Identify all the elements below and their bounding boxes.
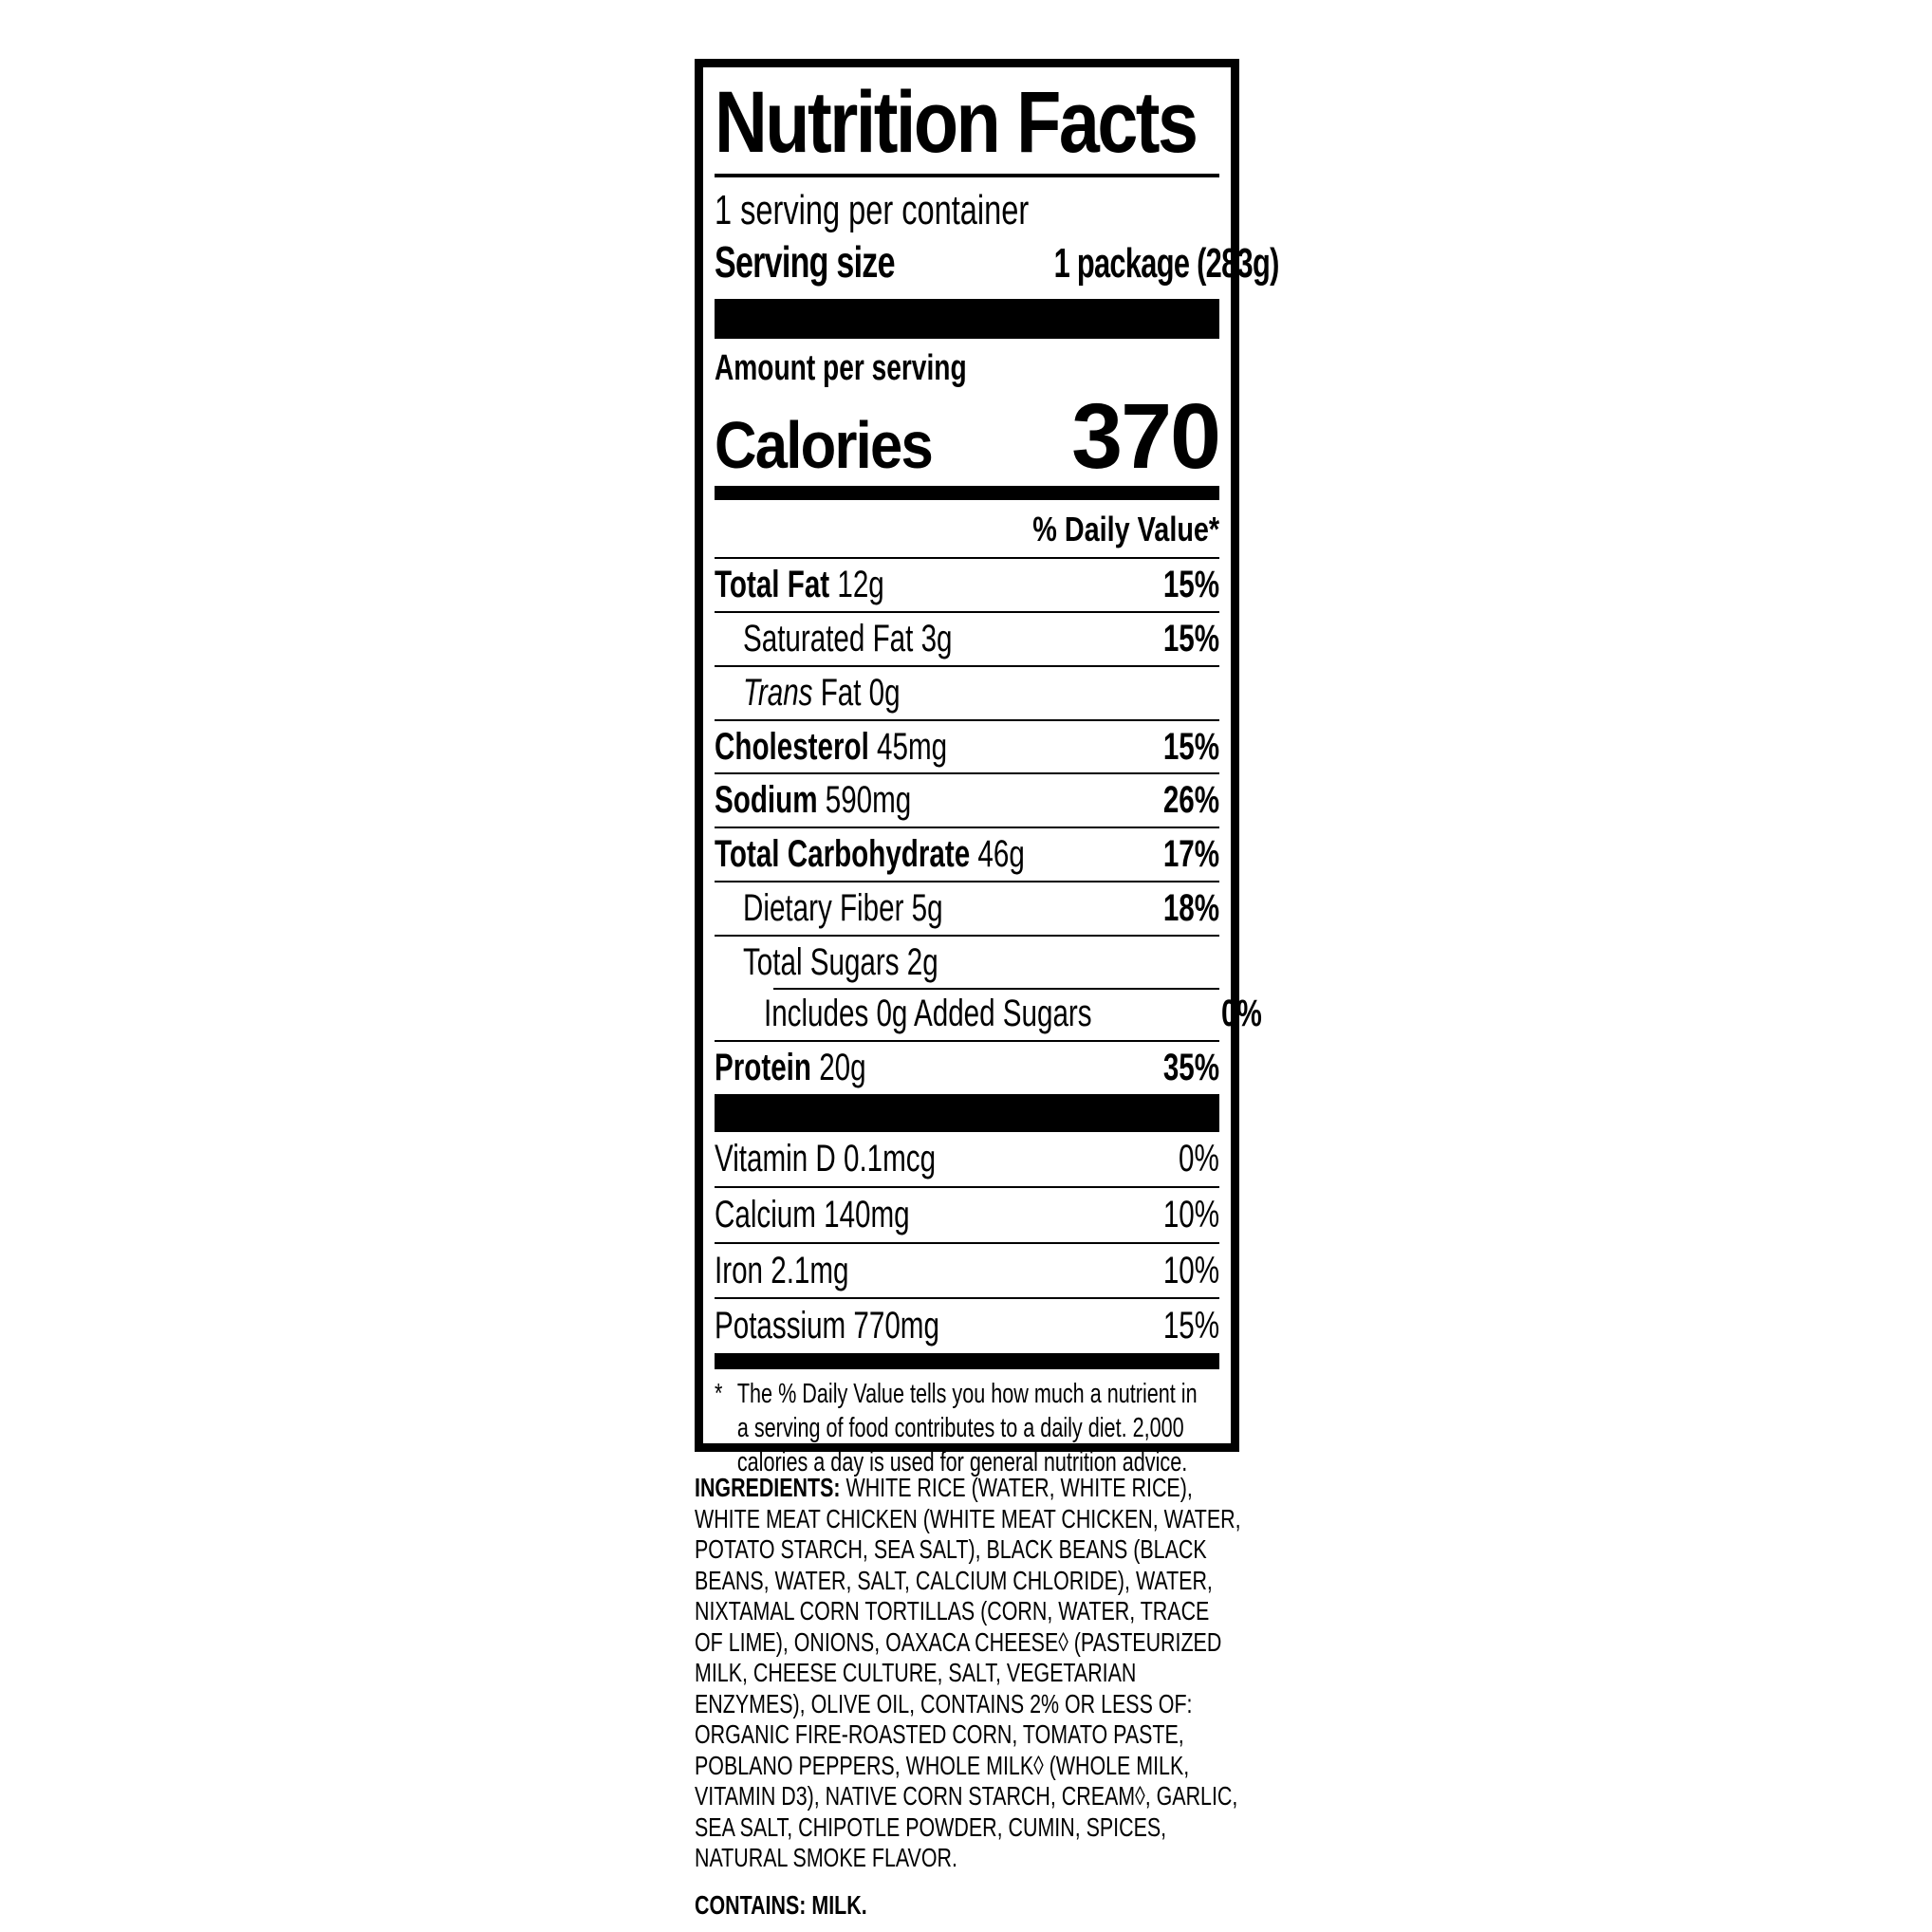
nutrient-amount: 590mg bbox=[817, 779, 912, 822]
nutrition-facts-title: Nutrition Facts bbox=[715, 74, 1198, 171]
nutrient-daily-value: 35% bbox=[1162, 1047, 1219, 1089]
nutrient-amount: Saturated Fat 3g bbox=[743, 617, 953, 659]
footnote-asterisk: * bbox=[715, 1379, 723, 1410]
nutrient-amount: Fat 0g bbox=[812, 671, 901, 714]
calories-value: 370 bbox=[1071, 384, 1221, 489]
nutrient-name: Protein 20g bbox=[715, 1047, 866, 1089]
allergen-text: MILK. bbox=[806, 1889, 867, 1920]
nutrient-amount: 46g bbox=[970, 833, 1025, 876]
nutrient-daily-value: 17% bbox=[1162, 833, 1219, 876]
ingredients-section: INGREDIENTS: WHITE RICE (WATER, WHITE RI… bbox=[695, 1473, 1243, 1921]
vitamin-daily-value: 15% bbox=[1162, 1305, 1219, 1347]
nutrient-daily-value: 15% bbox=[1162, 617, 1219, 659]
vitamin-daily-value: 10% bbox=[1162, 1249, 1219, 1291]
nutrient-row-trans-fat: Trans Fat 0g bbox=[715, 664, 1219, 719]
vitamin-daily-value: 10% bbox=[1162, 1193, 1219, 1235]
medium-divider-bar bbox=[715, 486, 1219, 501]
nutrient-daily-value: 26% bbox=[1162, 779, 1219, 822]
nutrient-name: Cholesterol 45mg bbox=[715, 726, 947, 769]
serving-size-row: Serving size 1 package (283g) bbox=[715, 236, 1280, 288]
calories-label: Calories bbox=[715, 408, 934, 483]
nutrition-facts-label: Nutrition Facts 1 serving per container … bbox=[695, 59, 1280, 1477]
nutrient-amount: 12g bbox=[829, 564, 884, 606]
servings-per-container-text: 1 serving per container bbox=[715, 186, 1030, 233]
nutrient-row-added-sugars: Includes 0g Added Sugars 0% bbox=[715, 988, 1262, 1040]
thick-divider-bar bbox=[715, 1094, 1219, 1133]
nutrient-name: Total Fat 12g bbox=[715, 564, 884, 606]
footnote-text: The % Daily Value tells you how much a n… bbox=[736, 1379, 1198, 1478]
nutrient-daily-value: 18% bbox=[1162, 886, 1219, 929]
nutrient-daily-value: 15% bbox=[1162, 564, 1219, 606]
daily-value-header: % Daily Value* bbox=[715, 500, 1219, 557]
nutrient-name: Total Carbohydrate 46g bbox=[715, 833, 1025, 876]
nutrient-name: Includes 0g Added Sugars bbox=[764, 993, 1092, 1035]
nutrient-name: Total Sugars 2g bbox=[743, 941, 938, 984]
vitamin-row-potassium: Potassium 770mg 15% bbox=[715, 1297, 1219, 1353]
nutrient-name: Sodium 590mg bbox=[715, 779, 911, 822]
nutrient-name: Saturated Fat 3g bbox=[743, 618, 952, 660]
nutrient-amount: 20g bbox=[810, 1047, 866, 1089]
vitamin-name: Calcium 140mg bbox=[715, 1193, 910, 1235]
amount-per-serving-label: Amount per serving bbox=[715, 348, 1219, 390]
title-rule-divider bbox=[715, 173, 1219, 177]
nutrient-name-bold: Total Fat bbox=[715, 564, 830, 606]
nutrient-row-sodium: Sodium 590mg 26% bbox=[715, 772, 1219, 827]
nutrient-name-bold: Sodium bbox=[715, 779, 818, 822]
nutrient-name-bold: Cholesterol bbox=[715, 725, 869, 768]
nutrient-row-cholesterol: Cholesterol 45mg 15% bbox=[715, 718, 1219, 773]
nutrient-name-italic: Trans bbox=[743, 671, 813, 714]
ingredients-text: WHITE RICE (WATER, WHITE RICE), WHITE ME… bbox=[695, 1473, 1241, 1872]
nutrient-row-dietary-fiber: Dietary Fiber 5g 18% bbox=[715, 880, 1219, 935]
ingredients-paragraph: INGREDIENTS: WHITE RICE (WATER, WHITE RI… bbox=[695, 1473, 1243, 1874]
nutrient-name-bold: Protein bbox=[715, 1047, 811, 1089]
vitamin-daily-value: 0% bbox=[1179, 1138, 1219, 1180]
serving-size-label: Serving size bbox=[715, 237, 896, 288]
nutrient-daily-value: 0% bbox=[1221, 993, 1262, 1035]
nutrient-amount: Includes 0g Added Sugars bbox=[764, 993, 1092, 1035]
nutrient-amount: Total Sugars 2g bbox=[743, 940, 938, 983]
nutrient-row-total-carbohydrate: Total Carbohydrate 46g 17% bbox=[715, 827, 1219, 881]
nutrient-row-saturated-fat: Saturated Fat 3g 15% bbox=[715, 610, 1219, 665]
vitamin-name: Potassium 770mg bbox=[715, 1305, 939, 1347]
ingredients-label: INGREDIENTS: bbox=[695, 1473, 841, 1502]
vitamin-row-calcium: Calcium 140mg 10% bbox=[715, 1185, 1219, 1242]
thick-divider-bar bbox=[715, 299, 1219, 340]
allergen-label: CONTAINS: bbox=[695, 1889, 807, 1920]
vitamin-name: Iron 2.1mg bbox=[715, 1249, 849, 1291]
daily-value-header-text: % Daily Value* bbox=[1032, 510, 1219, 549]
servings-per-container: 1 serving per container bbox=[715, 187, 1219, 235]
nutrient-name: Dietary Fiber 5g bbox=[743, 887, 943, 930]
nutrient-amount: Dietary Fiber 5g bbox=[743, 886, 943, 929]
nutrient-row-total-fat: Total Fat 12g 15% bbox=[715, 557, 1219, 611]
serving-size-value: 1 package (283g) bbox=[1054, 240, 1280, 288]
calories-row: Calories 370 bbox=[715, 384, 1221, 489]
allergen-statement: CONTAINS: MILK. bbox=[695, 1890, 1243, 1922]
vitamin-name: Vitamin D 0.1mcg bbox=[715, 1138, 937, 1180]
nutrient-daily-value: 15% bbox=[1162, 725, 1219, 768]
amount-per-serving-text: Amount per serving bbox=[715, 348, 967, 389]
vitamin-row-vitamin-d: Vitamin D 0.1mcg 0% bbox=[715, 1132, 1219, 1186]
nutrient-name: Trans Fat 0g bbox=[743, 672, 901, 715]
nutrient-amount: 45mg bbox=[868, 725, 948, 768]
vitamin-row-iron: Iron 2.1mg 10% bbox=[715, 1241, 1219, 1298]
nutrient-row-total-sugars: Total Sugars 2g bbox=[715, 934, 1219, 989]
medium-divider-bar bbox=[715, 1353, 1219, 1370]
nutrient-row-protein: Protein 20g 35% bbox=[715, 1040, 1219, 1094]
nutrient-name-bold: Total Carbohydrate bbox=[715, 833, 971, 876]
daily-value-footnote: * The % Daily Value tells you how much a… bbox=[715, 1377, 1210, 1479]
